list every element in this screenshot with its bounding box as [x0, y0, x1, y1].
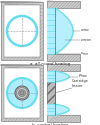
- Bar: [47, 82, 55, 104]
- Bar: [4, 5, 40, 57]
- Circle shape: [7, 16, 37, 46]
- Circle shape: [7, 78, 37, 108]
- Text: $v_{min}$: $v_{min}$: [80, 50, 89, 58]
- Bar: [47, 64, 80, 71]
- Bar: [47, 1, 80, 8]
- Text: $v_{mean}$: $v_{mean}$: [80, 37, 92, 44]
- Circle shape: [20, 91, 24, 95]
- Text: $v_{max}$: $v_{max}$: [80, 28, 90, 34]
- Text: a  all-round heating: a all-round heating: [30, 62, 70, 66]
- Bar: [4, 68, 40, 118]
- Bar: [47, 8, 55, 54]
- Bar: [47, 71, 55, 82]
- Bar: [1, 65, 43, 121]
- Circle shape: [16, 88, 28, 99]
- Circle shape: [15, 86, 29, 100]
- Circle shape: [18, 90, 26, 96]
- Bar: [47, 115, 80, 122]
- Bar: [47, 54, 80, 61]
- Text: b  central heating: b central heating: [32, 123, 68, 125]
- Bar: [1, 2, 43, 60]
- Text: Cartridge
heater: Cartridge heater: [72, 79, 89, 88]
- Bar: [47, 104, 55, 115]
- Text: $P_{max}$: $P_{max}$: [78, 73, 88, 80]
